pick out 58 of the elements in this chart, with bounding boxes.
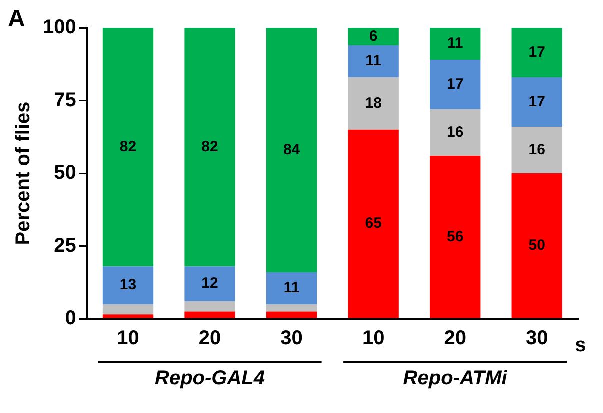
bar (512, 77, 562, 127)
data-label: 12 (202, 275, 218, 292)
bar (266, 28, 318, 272)
data-label: 17 (528, 93, 546, 110)
y-tick-label: 75 (54, 89, 76, 112)
bar (102, 314, 154, 318)
bar (348, 28, 399, 46)
bar (348, 130, 399, 318)
bar (512, 174, 562, 318)
bar (184, 266, 236, 302)
data-label: 18 (365, 94, 382, 112)
x-tick-label: 30 (280, 328, 303, 350)
bar (430, 109, 481, 156)
bar (512, 126, 562, 174)
bar (348, 77, 399, 130)
data-label: 16 (528, 141, 546, 158)
y-tick-label: 100 (42, 16, 76, 39)
y-tick-label: 25 (54, 234, 76, 257)
data-label: 6 (369, 28, 378, 45)
bar (184, 312, 236, 318)
y-axis-title: Percent of flies (12, 102, 35, 246)
x-tick-label: 10 (362, 328, 385, 350)
bar (512, 28, 562, 78)
bar (102, 28, 154, 267)
data-label: 11 (366, 52, 382, 70)
y-tick-label: 50 (54, 162, 76, 184)
bar (184, 302, 236, 312)
bar (266, 304, 318, 312)
data-label: 11 (284, 280, 300, 297)
data-label: 56 (447, 228, 464, 246)
text: A (8, 6, 26, 33)
bar (102, 266, 154, 304)
x-tick-label: 20 (198, 328, 222, 350)
data-label: 17 (447, 76, 464, 93)
data-label: 16 (447, 124, 464, 141)
text: Repo-GAL4 (155, 368, 266, 390)
y-tick-label: 0 (65, 308, 76, 330)
bar (266, 312, 318, 318)
bar (102, 304, 154, 315)
text: s (575, 334, 586, 357)
bar (184, 28, 236, 267)
data-label: 17 (528, 44, 546, 61)
x-tick-label: 20 (444, 328, 466, 350)
x-tick-label: 10 (117, 328, 140, 350)
bar (430, 28, 481, 60)
data-label: 65 (365, 215, 382, 232)
bar (348, 45, 399, 78)
data-label: 50 (528, 237, 546, 254)
bar (430, 60, 481, 110)
data-label: 84 (283, 141, 301, 158)
data-label: 13 (120, 276, 137, 294)
data-label: 11 (447, 35, 464, 52)
bar (266, 272, 318, 304)
x-tick-label: 30 (526, 328, 548, 350)
bar (430, 156, 481, 318)
data-label: 82 (120, 138, 137, 156)
text: Repo-ATMi (403, 368, 508, 390)
data-label: 82 (202, 138, 218, 156)
